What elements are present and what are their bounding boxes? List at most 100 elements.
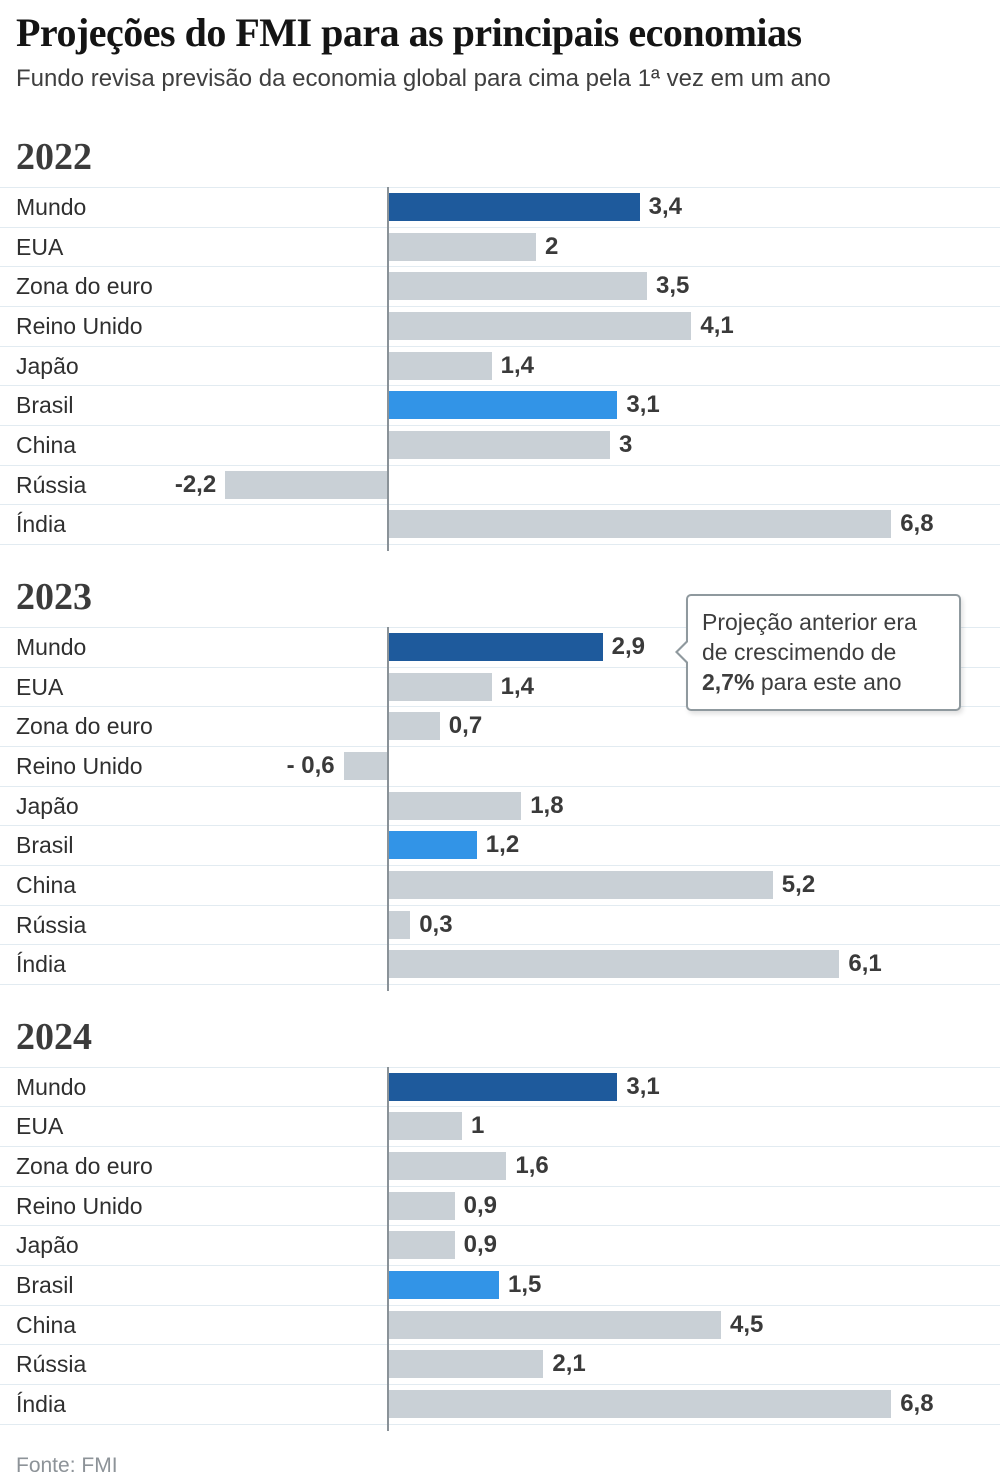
chart-rows: Mundo 3,4 EUA 2 Zona do euro 3,5 Reino Unido 4,… — [0, 187, 1000, 551]
year-heading: 2023 — [16, 575, 92, 618]
year-heading: 2024 — [16, 1015, 92, 1058]
value-bar — [388, 831, 477, 860]
chart-row-Brasil: Brasil 1,2 — [0, 825, 1000, 865]
value-bar — [388, 910, 411, 939]
value-label: 1,8 — [530, 791, 564, 819]
category-label: Japão — [16, 792, 79, 819]
source-note: Fonte: FMI — [16, 1453, 118, 1477]
value-label: 4,1 — [700, 311, 734, 339]
chart-row-Japão: Japão 1,4 — [0, 345, 1000, 386]
value-bar — [388, 712, 440, 741]
annotation-line-1: Projeção anterior era — [702, 609, 917, 635]
category-label: EUA — [16, 1113, 64, 1140]
value-label: 4,5 — [730, 1310, 764, 1338]
value-bar — [388, 430, 610, 459]
value-bar — [388, 672, 492, 701]
category-label: Japão — [16, 352, 79, 379]
category-label: Reino Unido — [16, 752, 143, 779]
year-heading: 2022 — [16, 136, 92, 178]
chart-row-Mundo: Mundo 3,1 — [0, 1066, 1000, 1107]
value-bar — [388, 791, 522, 820]
chart-row-Índia: Índia 6,8 — [0, 1384, 1000, 1424]
value-label: 0,9 — [463, 1191, 497, 1219]
value-bar — [388, 1310, 721, 1339]
value-label: 6,1 — [848, 950, 882, 978]
annotation-text: Projeção anterior era de crescimendo de … — [702, 607, 946, 697]
chart-row-Rússia: Rússia -2,2 — [0, 464, 1000, 505]
value-bar — [388, 510, 892, 539]
annotation-callout: Projeção anterior era de crescimendo de … — [675, 594, 961, 711]
value-label: 1 — [471, 1112, 485, 1140]
value-label: 5,2 — [781, 870, 816, 898]
value-bar — [343, 751, 388, 780]
value-bar — [388, 351, 492, 380]
value-bar — [388, 193, 640, 221]
page-title: Projeções do FMI para as principais econ… — [16, 10, 802, 55]
chart-row-Mundo: Mundo 3,4 — [0, 187, 1000, 227]
category-label: Rússia — [16, 911, 87, 938]
category-label: Zona do euro — [16, 273, 153, 300]
category-label: Mundo — [16, 1073, 87, 1100]
chart-row-Zona do euro: Zona do euro 3,5 — [0, 266, 1000, 306]
value-label: 1,5 — [508, 1271, 542, 1299]
category-label: EUA — [16, 673, 64, 700]
category-label: EUA — [16, 233, 64, 260]
category-label: Rússia — [16, 1351, 87, 1378]
category-label: Brasil — [16, 1272, 74, 1299]
value-bar — [388, 311, 692, 340]
value-bar — [388, 1072, 618, 1101]
chart-section-2023: 2023 Mundo 2,9 EUA 1,4 Zona do euro 0,7 Reino U… — [0, 573, 1000, 991]
annotation-line-3: para este ano — [754, 669, 902, 695]
value-label: 0,9 — [463, 1231, 497, 1259]
chart-row-Japão: Japão 0,9 — [0, 1225, 1000, 1265]
value-bar — [388, 632, 603, 661]
value-label: 1,4 — [500, 351, 534, 379]
value-bar — [388, 1112, 462, 1141]
value-label: 1,2 — [485, 831, 520, 859]
category-label: Índia — [16, 511, 66, 538]
chart-row-Rússia: Rússia 2,1 — [0, 1344, 1000, 1384]
chart-row-China: China 5,2 — [0, 864, 1000, 905]
chart-section-2022: 2022 Mundo 3,4 EUA 2 Zona do euro 3,5 Reino Uni… — [0, 133, 1000, 551]
value-label: 1,4 — [500, 672, 534, 700]
category-label: Índia — [16, 1391, 66, 1418]
category-label: Reino Unido — [16, 312, 143, 339]
value-label: 3,5 — [656, 272, 690, 300]
chart-sections: 2022 Mundo 3,4 EUA 2 Zona do euro 3,5 Reino Uni… — [0, 133, 1000, 1431]
chart-row-Reino Unido: Reino Unido 0,9 — [0, 1185, 1000, 1226]
category-label: Rússia — [16, 471, 87, 498]
value-bar — [388, 870, 773, 899]
chart-row-China: China 4,5 — [0, 1304, 1000, 1345]
chart-row-Mundo: Mundo 2,9 — [0, 626, 1000, 667]
chart-row-EUA: EUA 1 — [0, 1106, 1000, 1146]
value-label: -2,2 — [174, 470, 217, 498]
category-label: China — [16, 1311, 77, 1338]
value-bar — [388, 1390, 892, 1419]
category-label: Zona do euro — [16, 713, 153, 740]
category-label: Reino Unido — [16, 1192, 143, 1219]
value-bar — [388, 1231, 455, 1260]
value-label: 0,3 — [419, 910, 453, 938]
category-label: Índia — [16, 951, 66, 978]
value-label: 3,4 — [648, 193, 682, 220]
value-label: 2,1 — [552, 1350, 586, 1378]
chart-row-Rússia: Rússia 0,3 — [0, 904, 1000, 945]
chart-rows: Mundo 2,9 EUA 1,4 Zona do euro 0,7 Reino Unido… — [0, 626, 1000, 991]
chart-row-EUA: EUA 2 — [0, 226, 1000, 267]
value-label: 3 — [619, 430, 633, 458]
value-bar — [388, 1191, 455, 1220]
chart-header: Projeções do FMI para as principais econ… — [0, 0, 1000, 93]
value-label: 1,6 — [515, 1152, 549, 1180]
value-bar — [388, 272, 647, 301]
value-label: 3,1 — [626, 391, 660, 419]
chart-row-Reino Unido: Reino Unido - 0,6 — [0, 745, 1000, 786]
value-bar — [388, 1271, 499, 1300]
value-bar — [388, 391, 618, 420]
category-label: Mundo — [16, 194, 87, 220]
chart-row-Japão: Japão 1,8 — [0, 785, 1000, 826]
chart-row-Zona do euro: Zona do euro 1,6 — [0, 1146, 1000, 1186]
value-bar — [388, 950, 840, 979]
chart-row-Brasil: Brasil 1,5 — [0, 1265, 1000, 1305]
chart-row-Reino Unido: Reino Unido 4,1 — [0, 305, 1000, 346]
category-label: Zona do euro — [16, 1153, 153, 1180]
